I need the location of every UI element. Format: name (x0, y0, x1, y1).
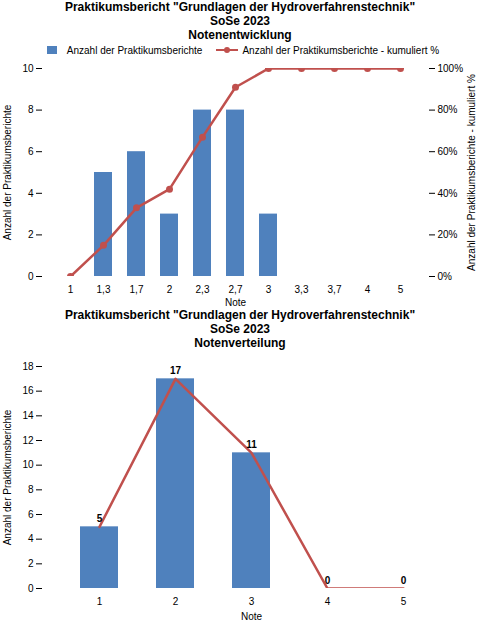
svg-text:0: 0 (28, 271, 34, 282)
svg-text:10: 10 (22, 63, 34, 74)
html-text:Anzahl der Praktikumsberichte: Anzahl der Praktikumsberichte - kumulier… (242, 44, 440, 56)
svg-text:0: 0 (28, 583, 34, 594)
svg-text:1: 1 (97, 596, 103, 607)
svg-text:Anzahl der Praktikumsberichte: Anzahl der Praktikumsberichte - kumulier… (466, 74, 477, 271)
svg-text:1,7: 1,7 (130, 284, 144, 295)
svg-text:8: 8 (28, 484, 34, 495)
svg-text:3,3: 3,3 (295, 284, 309, 295)
svg-text:4: 4 (325, 596, 331, 607)
svg-text:2,3: 2,3 (196, 284, 210, 295)
svg-text:2,7: 2,7 (229, 284, 243, 295)
svg-text:12: 12 (22, 435, 34, 446)
svg-text:5: 5 (398, 284, 404, 295)
svg-text:3: 3 (249, 596, 255, 607)
svg-text:4: 4 (365, 284, 371, 295)
svg-text:5: 5 (97, 513, 103, 524)
svg-text:4: 4 (28, 533, 34, 544)
svg-text:10: 10 (22, 459, 34, 470)
svg-text:4: 4 (28, 188, 34, 199)
html-text:Praktikumsbericht "Grundlagen: Praktikumsbericht "Grundlagen der Hydrov… (64, 308, 416, 322)
svg-text:1,3: 1,3 (97, 284, 111, 295)
svg-text:1: 1 (68, 284, 74, 295)
svg-text:80%: 80% (438, 104, 458, 115)
html-text:SoSe 2023: SoSe 2023 (210, 322, 270, 336)
svg-text:60%: 60% (438, 146, 458, 157)
svg-text:11: 11 (246, 439, 257, 450)
svg-text:Note: Note (225, 297, 247, 308)
svg-text:Anzahl der Praktikumsberichte: Anzahl der Praktikumsberichte (2, 104, 13, 240)
svg-text:16: 16 (22, 385, 34, 396)
svg-text:6: 6 (28, 509, 34, 520)
svg-text:20%: 20% (438, 229, 458, 240)
svg-text:2: 2 (173, 596, 179, 607)
svg-text:3: 3 (266, 284, 272, 295)
svg-text:6: 6 (28, 146, 34, 157)
svg-text:18: 18 (22, 361, 34, 372)
svg-text:14: 14 (22, 410, 34, 421)
svg-text:40%: 40% (438, 188, 458, 199)
svg-text:3,7: 3,7 (328, 284, 342, 295)
svg-text:2: 2 (167, 284, 173, 295)
html-text:SoSe 2023: SoSe 2023 (210, 14, 270, 28)
svg-text:2: 2 (28, 558, 34, 569)
html-text:Praktikumsbericht "Grundlagen: Praktikumsbericht "Grundlagen der Hydrov… (64, 0, 416, 14)
svg-text:8: 8 (28, 104, 34, 115)
svg-text:Anzahl der Praktikumsberichte: Anzahl der Praktikumsberichte (2, 409, 13, 545)
svg-text:5: 5 (401, 596, 407, 607)
html-text:Notenentwicklung: Notenentwicklung (188, 28, 292, 42)
html-text:Anzahl der Praktikumsberichte: Anzahl der Praktikumsberichte (66, 44, 203, 56)
svg-text:0: 0 (401, 575, 407, 586)
svg-text:17: 17 (170, 365, 182, 376)
svg-text:100%: 100% (438, 63, 464, 74)
svg-text:Note: Note (241, 611, 263, 622)
svg-text:2: 2 (28, 229, 34, 240)
svg-text:0: 0 (325, 575, 331, 586)
svg-text:0%: 0% (438, 271, 453, 282)
html-text:Notenverteilung: Notenverteilung (194, 336, 286, 350)
